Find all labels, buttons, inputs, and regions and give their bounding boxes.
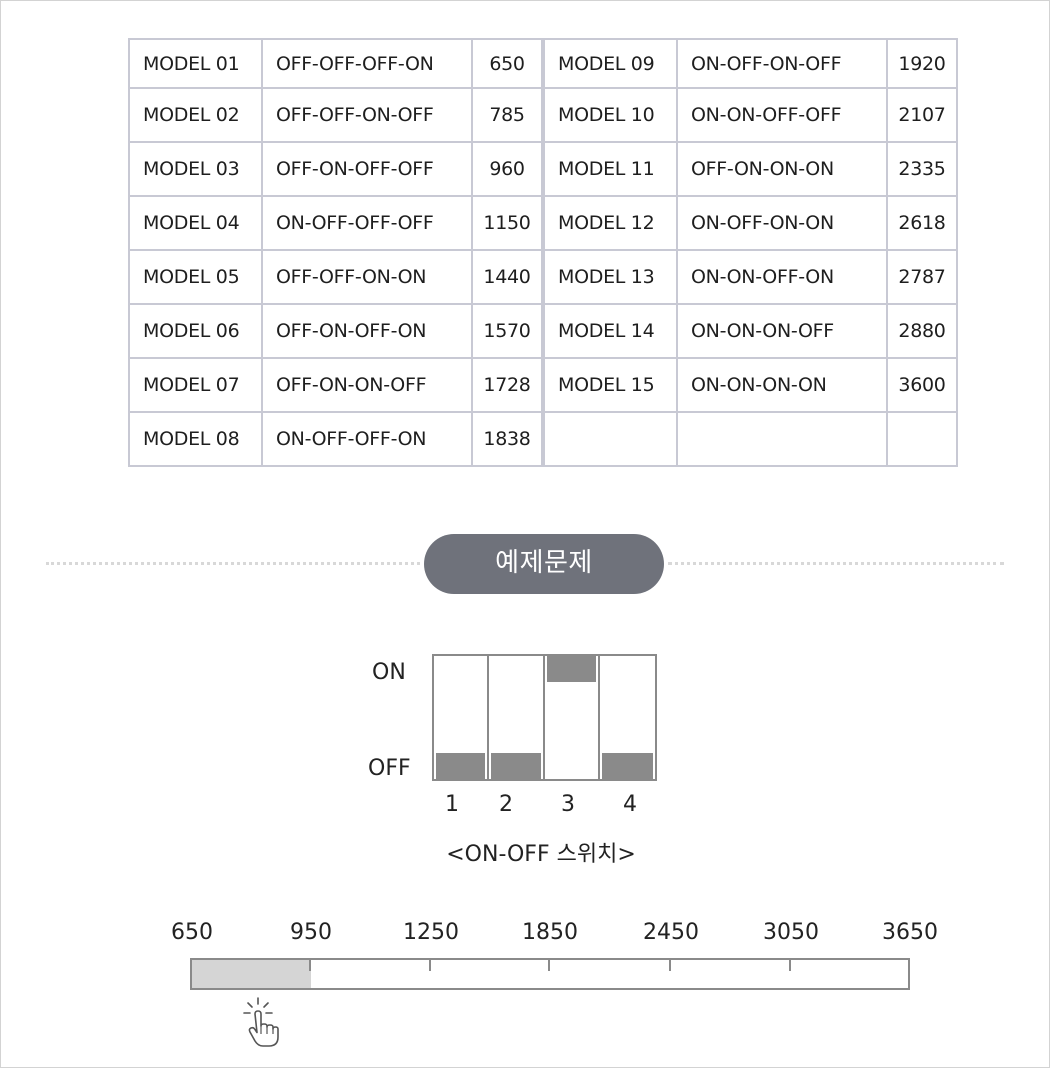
switch-slot-2[interactable] [489,656,545,779]
switch-knob-2 [491,753,541,779]
table-cell-model: MODEL 04 [128,195,263,251]
range-tick [789,960,791,971]
range-tick-label: 1850 [522,920,578,945]
table-cell-value: 1728 [471,357,544,413]
table-cell-value: 2335 [886,141,958,197]
table-cell-model: MODEL 12 [541,195,678,251]
table-row: MODEL 02 OFF-OFF-ON-OFF 785 MODEL 10 ON-ON-O… [128,87,958,143]
table-cell-pattern: ON-OFF-ON-OFF [676,38,888,89]
model-table: MODEL 01 OFF-OFF-OFF-ON 650 MODEL 09 ON-OFF-… [128,38,958,467]
table-cell-pattern: OFF-OFF-ON-OFF [261,87,473,143]
table-cell-model: MODEL 03 [128,141,263,197]
table-cell-model: MODEL 14 [541,303,678,359]
table-cell-pattern: OFF-ON-ON-ON [676,141,888,197]
dip-switch [432,654,657,781]
range-tick-label: 650 [171,920,213,945]
range-tick [309,960,311,971]
table-cell-model: MODEL 09 [541,38,678,89]
table-cell-pattern: ON-ON-ON-OFF [676,303,888,359]
table-row: MODEL 07 OFF-ON-ON-OFF 1728 MODEL 15 ON-ON-O… [128,357,958,413]
table-cell-model: MODEL 01 [128,38,263,89]
table-cell-value: 2880 [886,303,958,359]
table-cell-pattern: ON-OFF-ON-ON [676,195,888,251]
divider-left [46,562,420,565]
table-cell-value: 2107 [886,87,958,143]
table-row: MODEL 05 OFF-OFF-ON-ON 1440 MODEL 13 ON-ON-O… [128,249,958,305]
table-row: MODEL 03 OFF-ON-OFF-OFF 960 MODEL 11 OFF-ON-… [128,141,958,197]
table-cell-model: MODEL 11 [541,141,678,197]
table-cell-value: 650 [471,38,544,89]
switch-number-3: 3 [561,792,575,817]
table-cell-pattern: ON-OFF-OFF-ON [261,411,473,467]
table-cell-value: 2618 [886,195,958,251]
switch-slot-3[interactable] [545,656,600,779]
switch-number-2: 2 [499,792,513,817]
switch-number-4: 4 [623,792,637,817]
table-cell-pattern: OFF-ON-OFF-OFF [261,141,473,197]
switch-slot-1[interactable] [434,656,490,779]
range-tick-label: 3050 [763,920,819,945]
range-selected-fill [192,960,311,988]
table-cell-model: MODEL 10 [541,87,678,143]
switch-knob-1 [436,753,486,779]
range-tick [548,960,550,971]
table-cell-pattern: OFF-ON-OFF-ON [261,303,473,359]
range-tick-label: 1250 [403,920,459,945]
switch-on-label: ON [372,660,406,685]
switch-knob-4 [601,753,653,779]
table-row: MODEL 06 OFF-ON-OFF-ON 1570 MODEL 14 ON-ON-O… [128,303,958,359]
divider-right [668,562,1004,565]
table-cell-value: 1570 [471,303,544,359]
table-cell-value [886,411,958,467]
table-cell-pattern: OFF-OFF-ON-ON [261,249,473,305]
table-cell-value: 785 [471,87,544,143]
range-tick-label: 950 [290,920,332,945]
table-cell-value: 960 [471,141,544,197]
table-cell-pattern: ON-ON-ON-ON [676,357,888,413]
table-cell-model [541,411,678,467]
switch-slot-4[interactable] [600,656,655,779]
table-cell-value: 2787 [886,249,958,305]
table-cell-value: 3600 [886,357,958,413]
table-cell-pattern: ON-OFF-OFF-OFF [261,195,473,251]
switch-caption-text: <ON-OFF 스위치> [446,842,636,867]
table-cell-model: MODEL 02 [128,87,263,143]
example-badge: 예제문제 [424,534,664,594]
table-cell-pattern: ON-ON-OFF-ON [676,249,888,305]
table-cell-model: MODEL 05 [128,249,263,305]
table-cell-value: 1920 [886,38,958,89]
table-cell-value: 1838 [471,411,544,467]
table-cell-value: 1440 [471,249,544,305]
table-cell-pattern [676,411,888,467]
switch-knob-3 [546,656,596,682]
table-cell-model: MODEL 15 [541,357,678,413]
table-row: MODEL 01 OFF-OFF-OFF-ON 650 MODEL 09 ON-OFF-… [128,38,958,89]
table-cell-pattern: OFF-ON-ON-OFF [261,357,473,413]
range-tick-label: 3650 [882,920,938,945]
table-row: MODEL 04 ON-OFF-OFF-OFF 1150 MODEL 12 ON-OFF… [128,195,958,251]
range-slider[interactable] [190,958,910,990]
table-cell-model: MODEL 06 [128,303,263,359]
switch-off-label: OFF [368,756,411,781]
range-tick [669,960,671,971]
table-cell-model: MODEL 07 [128,357,263,413]
table-cell-value: 1150 [471,195,544,251]
table-row: MODEL 08 ON-OFF-OFF-ON 1838 [128,411,958,467]
switch-number-1: 1 [445,792,459,817]
table-cell-model: MODEL 13 [541,249,678,305]
switch-caption: <ON-OFF 스위치> [0,836,1050,868]
table-cell-model: MODEL 08 [128,411,263,467]
table-cell-pattern: OFF-OFF-OFF-ON [261,38,473,89]
range-tick [429,960,431,971]
range-tick-label: 2450 [643,920,699,945]
table-cell-pattern: ON-ON-OFF-OFF [676,87,888,143]
pointer-hand-icon [243,997,279,1047]
